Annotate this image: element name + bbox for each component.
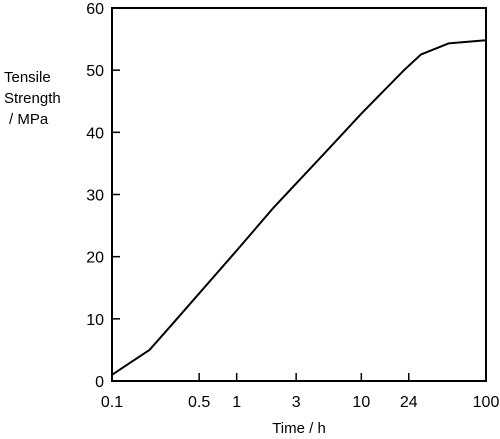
y-tick-label: 0: [95, 374, 104, 391]
x-tick-label: 1: [232, 394, 241, 411]
x-tick-label: 0.5: [188, 394, 210, 411]
y-tick-label: 10: [86, 312, 104, 329]
y-tick-label: 60: [86, 1, 104, 18]
x-axis-ticks: 0.1 0.5 1 3 10 24 100: [101, 373, 500, 411]
x-tick-label: 10: [352, 394, 370, 411]
x-tick-label: 3: [292, 394, 301, 411]
y-axis-label: Tensile Strength / MPa: [4, 69, 61, 128]
x-axis-label: Time / h: [272, 420, 326, 437]
x-tick-label: 24: [400, 394, 418, 411]
plot-frame: [111, 7, 487, 382]
y-axis-label-line-3: / MPa: [9, 111, 49, 128]
y-tick-label: 40: [86, 125, 104, 142]
y-tick-label: 30: [86, 188, 104, 205]
y-axis-label-line-1: Tensile: [4, 69, 51, 86]
series-layer: [111, 39, 487, 376]
x-tick-label: 100: [473, 394, 500, 411]
y-tick-label: 50: [86, 63, 104, 80]
y-axis-label-line-2: Strength: [4, 90, 61, 107]
series-line: [111, 39, 487, 376]
y-tick-label: 20: [86, 250, 104, 267]
x-tick-label: 0.1: [101, 394, 123, 411]
y-axis-ticks: 0 10 20 30 40 50 60: [86, 1, 120, 391]
